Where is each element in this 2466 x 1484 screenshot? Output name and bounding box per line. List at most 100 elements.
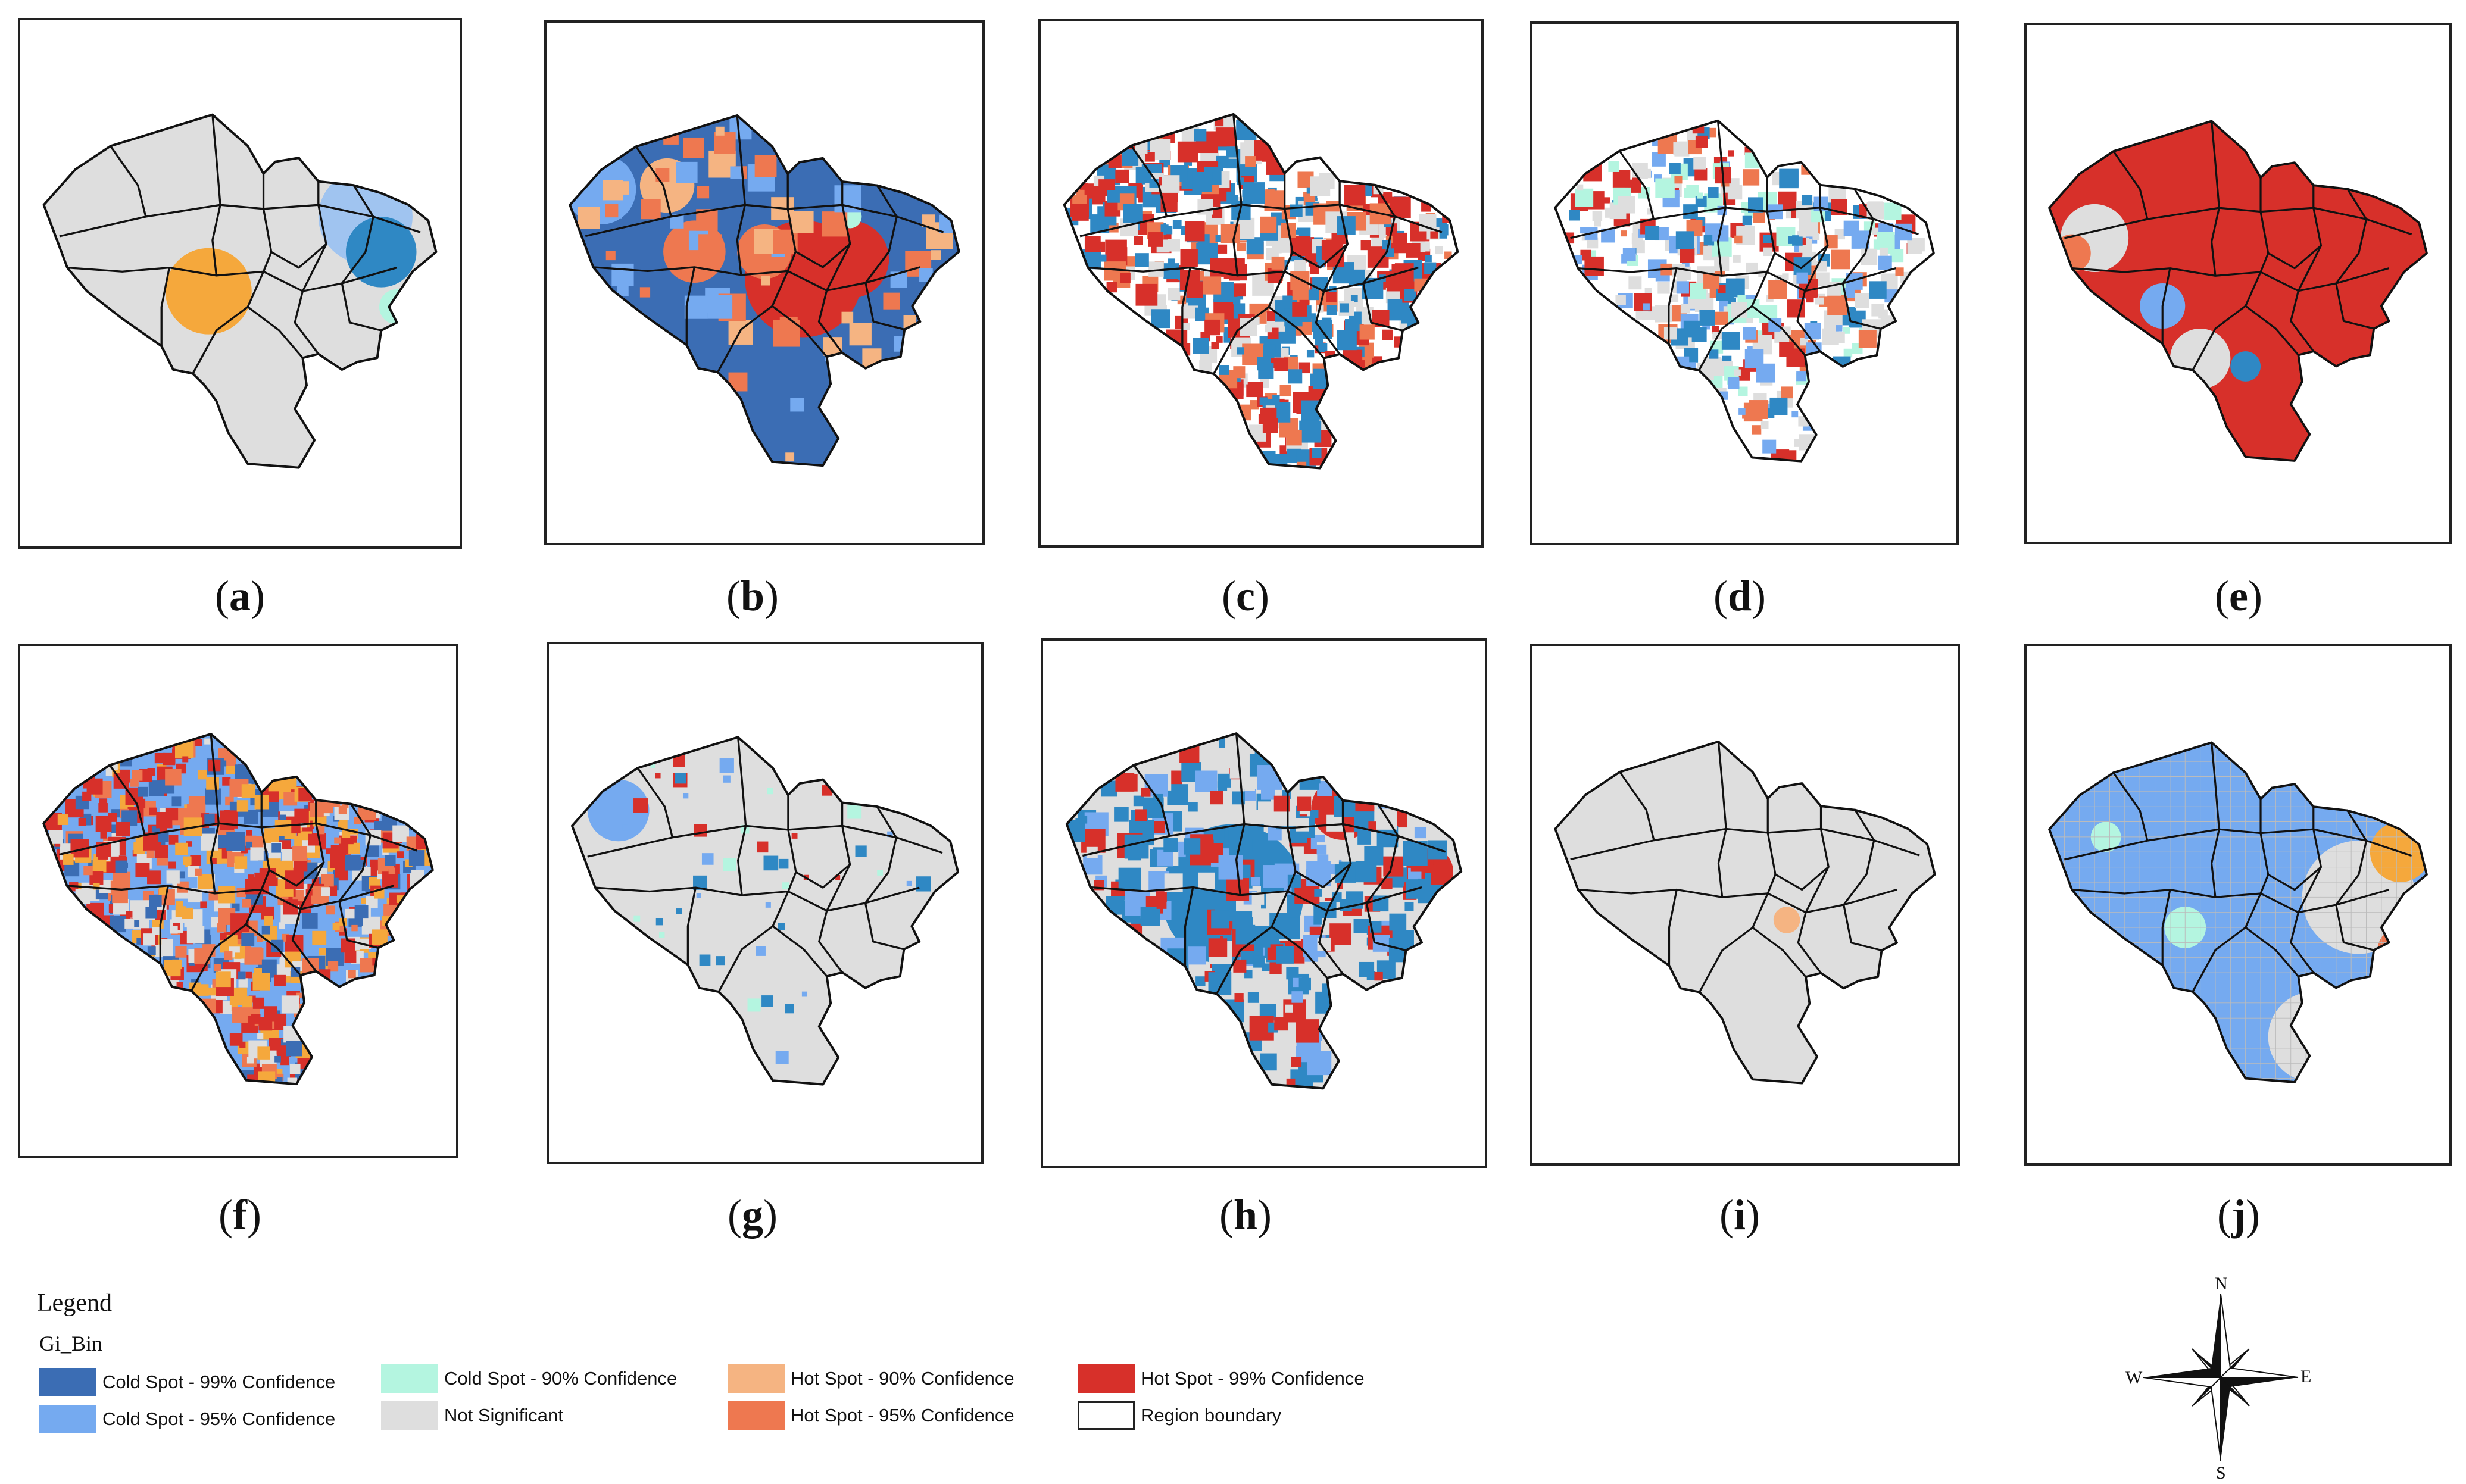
hotspot-cell [93, 883, 100, 890]
hotspot-cell [1812, 233, 1820, 240]
hotspot-cell [158, 886, 168, 895]
region-boundary-line [1365, 804, 1399, 904]
legend-swatch [39, 1405, 96, 1433]
hotspot-cell [701, 853, 714, 865]
hotspot-cell [198, 874, 213, 889]
region-boundary-line [772, 925, 828, 977]
hotspot-cell [271, 843, 282, 853]
hotspot-cell [1709, 349, 1719, 359]
hotspot-cell [1727, 185, 1743, 200]
hotspot-cell [133, 842, 145, 854]
map-panel-a [18, 18, 462, 549]
hotspot-cell [149, 807, 157, 815]
hotspot-cell [1792, 235, 1803, 246]
hotspot-cell [214, 964, 221, 971]
hotspot-cell [1657, 282, 1670, 294]
legend-swatch [728, 1401, 785, 1430]
hotspot-cell [1226, 878, 1250, 901]
region-boundary-line [786, 174, 797, 271]
hotspot-cell [1120, 273, 1131, 283]
hotspot-cell [1105, 239, 1127, 262]
hotspot-cell [1297, 796, 1312, 811]
hotspot-cell [1177, 141, 1198, 163]
legend-item-cold-99: Cold Spot - 99% Confidence [39, 1367, 335, 1398]
hotspot-cell [388, 867, 396, 874]
hotspot-cell [1727, 377, 1740, 389]
hotspot-cell [236, 888, 246, 898]
region-boundary-line [1213, 271, 1286, 374]
hotspot-cell [578, 207, 600, 229]
region-boundary-line [795, 243, 851, 268]
hotspot-cell [1233, 366, 1246, 379]
hotspot-cell [1765, 401, 1772, 407]
hotspot-cell [250, 847, 264, 861]
north-arrow-compass: N S E W [2125, 1274, 2311, 1483]
region-boundary-line [2335, 188, 2368, 284]
hotspot-cell [1266, 311, 1278, 321]
hotspot-cell [274, 1055, 281, 1063]
hotspot-cell [210, 858, 217, 864]
hotspot-cell [341, 829, 351, 839]
compass-south-label: S [2216, 1463, 2226, 1483]
hotspot-cell [1265, 189, 1276, 200]
hotspot-cell [1753, 211, 1765, 223]
hotspot-cell [1312, 448, 1322, 458]
hotspot-cell [1135, 809, 1147, 821]
hotspot-cell [760, 276, 770, 286]
hotspot-cell [1124, 834, 1149, 859]
hotspot-cell [1326, 814, 1344, 832]
hotspot-cell [1802, 195, 1813, 206]
hotspot-cell [1435, 246, 1443, 255]
hotspot-cell [1569, 210, 1580, 221]
legend-swatch [1078, 1364, 1135, 1393]
hotspot-cell [1683, 320, 1700, 338]
hotspot-cell [694, 824, 707, 837]
hotspot-cell [1218, 855, 1243, 880]
hotspot-cell [1262, 418, 1278, 433]
region-boundary-line [635, 146, 672, 217]
hotspot-cell [204, 738, 211, 745]
panel-label-g: (g) [728, 1191, 778, 1239]
hotspot-cell [1406, 243, 1421, 258]
hotspot-cell [650, 763, 655, 768]
hotspot-patch [345, 216, 417, 288]
map-svg-c [1063, 113, 1459, 470]
hotspot-cell [673, 755, 685, 767]
hotspot-cell [723, 775, 731, 783]
hotspot-cell [206, 777, 219, 790]
hotspot-cell [218, 886, 236, 904]
hotspot-cell [605, 251, 616, 261]
hotspot-cell [1314, 889, 1322, 897]
hotspot-cell [327, 961, 339, 972]
legend-item-cold-95: Cold Spot - 95% Confidence [39, 1404, 335, 1435]
hotspot-cell [1290, 271, 1310, 290]
hotspot-cell [124, 918, 135, 929]
hotspot-cell [274, 1010, 281, 1017]
hotspot-cell [922, 214, 935, 227]
region-boundary-line [338, 803, 372, 902]
hotspot-cell [801, 991, 807, 997]
hotspot-cell [617, 285, 629, 296]
hotspot-cell [165, 768, 182, 786]
region-boundary-line [1295, 863, 1351, 889]
hotspot-cell [1612, 170, 1631, 188]
map-panel-h [1041, 638, 1487, 1168]
hotspot-cell [99, 798, 108, 807]
region-boundary-line [67, 266, 398, 292]
hotspot-cell [847, 804, 862, 819]
hotspot-cell [1760, 421, 1769, 429]
hotspot-cell [1172, 220, 1182, 229]
hotspot-cell [603, 180, 623, 201]
hotspot-cell [186, 841, 192, 847]
hotspot-cell [321, 874, 334, 887]
hotspot-cell [1106, 282, 1117, 293]
hotspot-cell [296, 992, 302, 998]
hotspot-cell [1163, 263, 1179, 279]
hotspot-cell [1232, 283, 1246, 297]
municipality-outline [1063, 113, 1459, 470]
hotspot-cell [716, 956, 725, 966]
hotspot-cell [757, 841, 769, 853]
hotspot-cell [195, 739, 202, 746]
hotspot-cell [1879, 247, 1888, 256]
hotspot-cell [1345, 832, 1355, 842]
